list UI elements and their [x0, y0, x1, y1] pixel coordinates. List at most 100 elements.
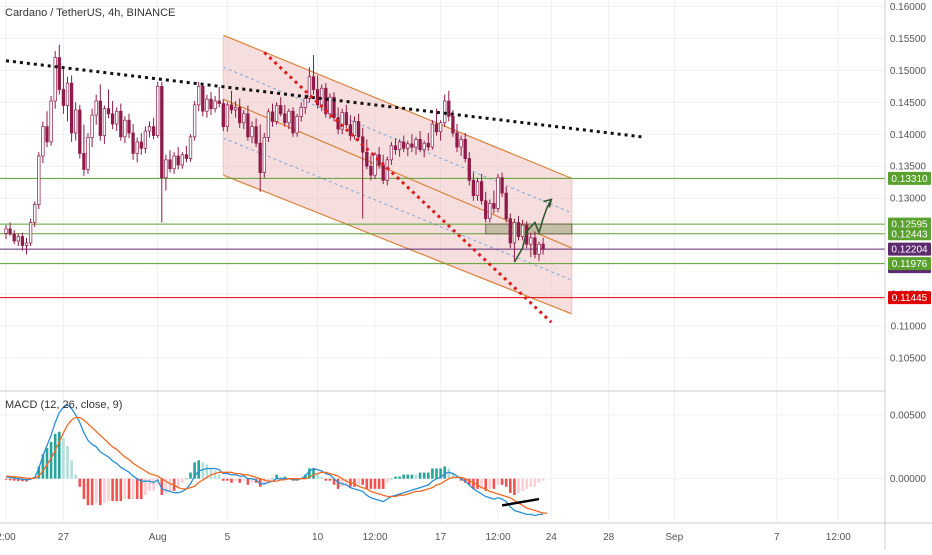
macd-histogram-bar	[340, 478, 344, 487]
candle-down	[479, 181, 484, 202]
candle-down	[238, 107, 242, 124]
candle-down	[221, 103, 225, 127]
drawings-layer	[5, 51, 642, 324]
macd-histogram-bar	[386, 478, 389, 483]
time-tick-label: 7	[774, 532, 780, 543]
macd-histogram-bar	[324, 478, 328, 481]
candle-up	[303, 98, 307, 108]
macd-histogram-bar	[148, 478, 151, 491]
macd-histogram-bar	[394, 476, 397, 479]
macd-histogram-bar	[279, 476, 282, 479]
projection-arrow	[513, 199, 553, 263]
price-tag-bg	[888, 257, 931, 271]
candle-down	[504, 192, 508, 220]
macd-histogram-bar	[66, 446, 69, 479]
macd-histogram-bar	[70, 460, 73, 479]
candle-up	[529, 237, 533, 245]
macd-histogram-bar	[406, 474, 410, 479]
candle-down	[471, 179, 476, 196]
candle-down	[447, 100, 451, 117]
candle-up	[4, 228, 8, 234]
macd-histogram-bar	[353, 478, 356, 487]
macd-histogram-bar	[123, 478, 127, 500]
macd-divergence-line	[501, 497, 540, 507]
candle-down	[119, 110, 123, 138]
candle-down	[402, 141, 406, 149]
price-tag-bg	[888, 291, 931, 305]
candle-up	[197, 85, 201, 106]
candle-up	[188, 136, 193, 159]
macd-histogram-bar	[160, 478, 164, 495]
macd-histogram-bar	[447, 468, 451, 479]
candle-down	[98, 100, 102, 136]
candle-down	[270, 111, 275, 122]
macd-histogram-bar	[12, 478, 16, 481]
time-tick-label: 10	[312, 532, 324, 543]
candle-up	[147, 126, 152, 132]
candle-up	[274, 105, 279, 122]
macd-histogram-bar	[234, 478, 237, 481]
candle-up	[123, 119, 127, 138]
candle-up	[307, 76, 312, 99]
candle-down	[541, 243, 545, 250]
candle-up	[143, 130, 148, 149]
macd-tick-label: 0.00500	[890, 410, 927, 421]
candle-down	[365, 151, 369, 167]
candle-up	[242, 113, 246, 124]
candle-down	[484, 200, 488, 220]
candle-down	[492, 202, 496, 209]
candle-down	[246, 113, 250, 138]
candle-up	[328, 96, 332, 115]
price-tick-label: 0.16000	[890, 2, 927, 13]
macd-histogram-bar	[271, 478, 274, 480]
time-tick-label: 2:00	[0, 532, 16, 543]
macd-histogram-bar	[509, 478, 512, 493]
candle-down	[279, 105, 283, 115]
candle-down	[426, 142, 430, 148]
candle-down	[176, 155, 180, 166]
candle-up	[86, 137, 90, 170]
candle-up	[164, 159, 168, 179]
macd-histogram-bar	[213, 470, 217, 479]
macd-histogram-bar	[533, 478, 537, 487]
candle-up	[299, 107, 303, 117]
macd-histogram-bar	[246, 478, 250, 485]
macd-histogram-bar	[258, 478, 262, 487]
candle-down	[217, 100, 221, 104]
macd-histogram-bar	[99, 478, 102, 506]
candle-up	[475, 181, 480, 196]
price-axis-panel	[885, 0, 932, 550]
macd-histogram-bar	[500, 478, 504, 485]
macd-tick-label: 0.00000	[890, 474, 927, 485]
macd-histogram-bar	[17, 478, 20, 482]
macd-histogram-bar	[45, 448, 49, 479]
time-tick-label: 5	[225, 532, 231, 543]
macd-line	[5, 403, 544, 517]
candle-down	[254, 126, 258, 144]
macd-histogram-bar	[529, 478, 533, 487]
candle-down	[533, 237, 537, 255]
candle-down	[393, 145, 398, 150]
price-tick-label: 0.13500	[890, 162, 927, 173]
candle-down	[12, 233, 16, 242]
candle-up	[397, 141, 402, 150]
candle-down	[139, 141, 143, 149]
candle-down	[336, 117, 340, 130]
time-tick-label: 28	[603, 532, 615, 543]
price-tag-bg	[888, 242, 931, 256]
signal-line	[5, 416, 548, 514]
macd-histogram-bar	[275, 474, 278, 479]
candle-up	[74, 109, 78, 134]
macd-histogram-bar	[127, 478, 131, 500]
candle-down	[418, 139, 422, 150]
candle-down	[467, 158, 471, 181]
macd-histogram-bar	[443, 466, 446, 479]
macd-histogram-bar	[53, 433, 57, 479]
price-tag-label: 0.11976	[892, 259, 928, 270]
macd-histogram-bar	[222, 478, 225, 481]
red-dotted-trendline	[263, 51, 553, 324]
macd-histogram-bar	[111, 478, 114, 502]
channel-quarter-lower-line	[223, 137, 572, 281]
macd-histogram-bar	[103, 478, 106, 504]
macd-histogram-bar	[263, 478, 266, 485]
